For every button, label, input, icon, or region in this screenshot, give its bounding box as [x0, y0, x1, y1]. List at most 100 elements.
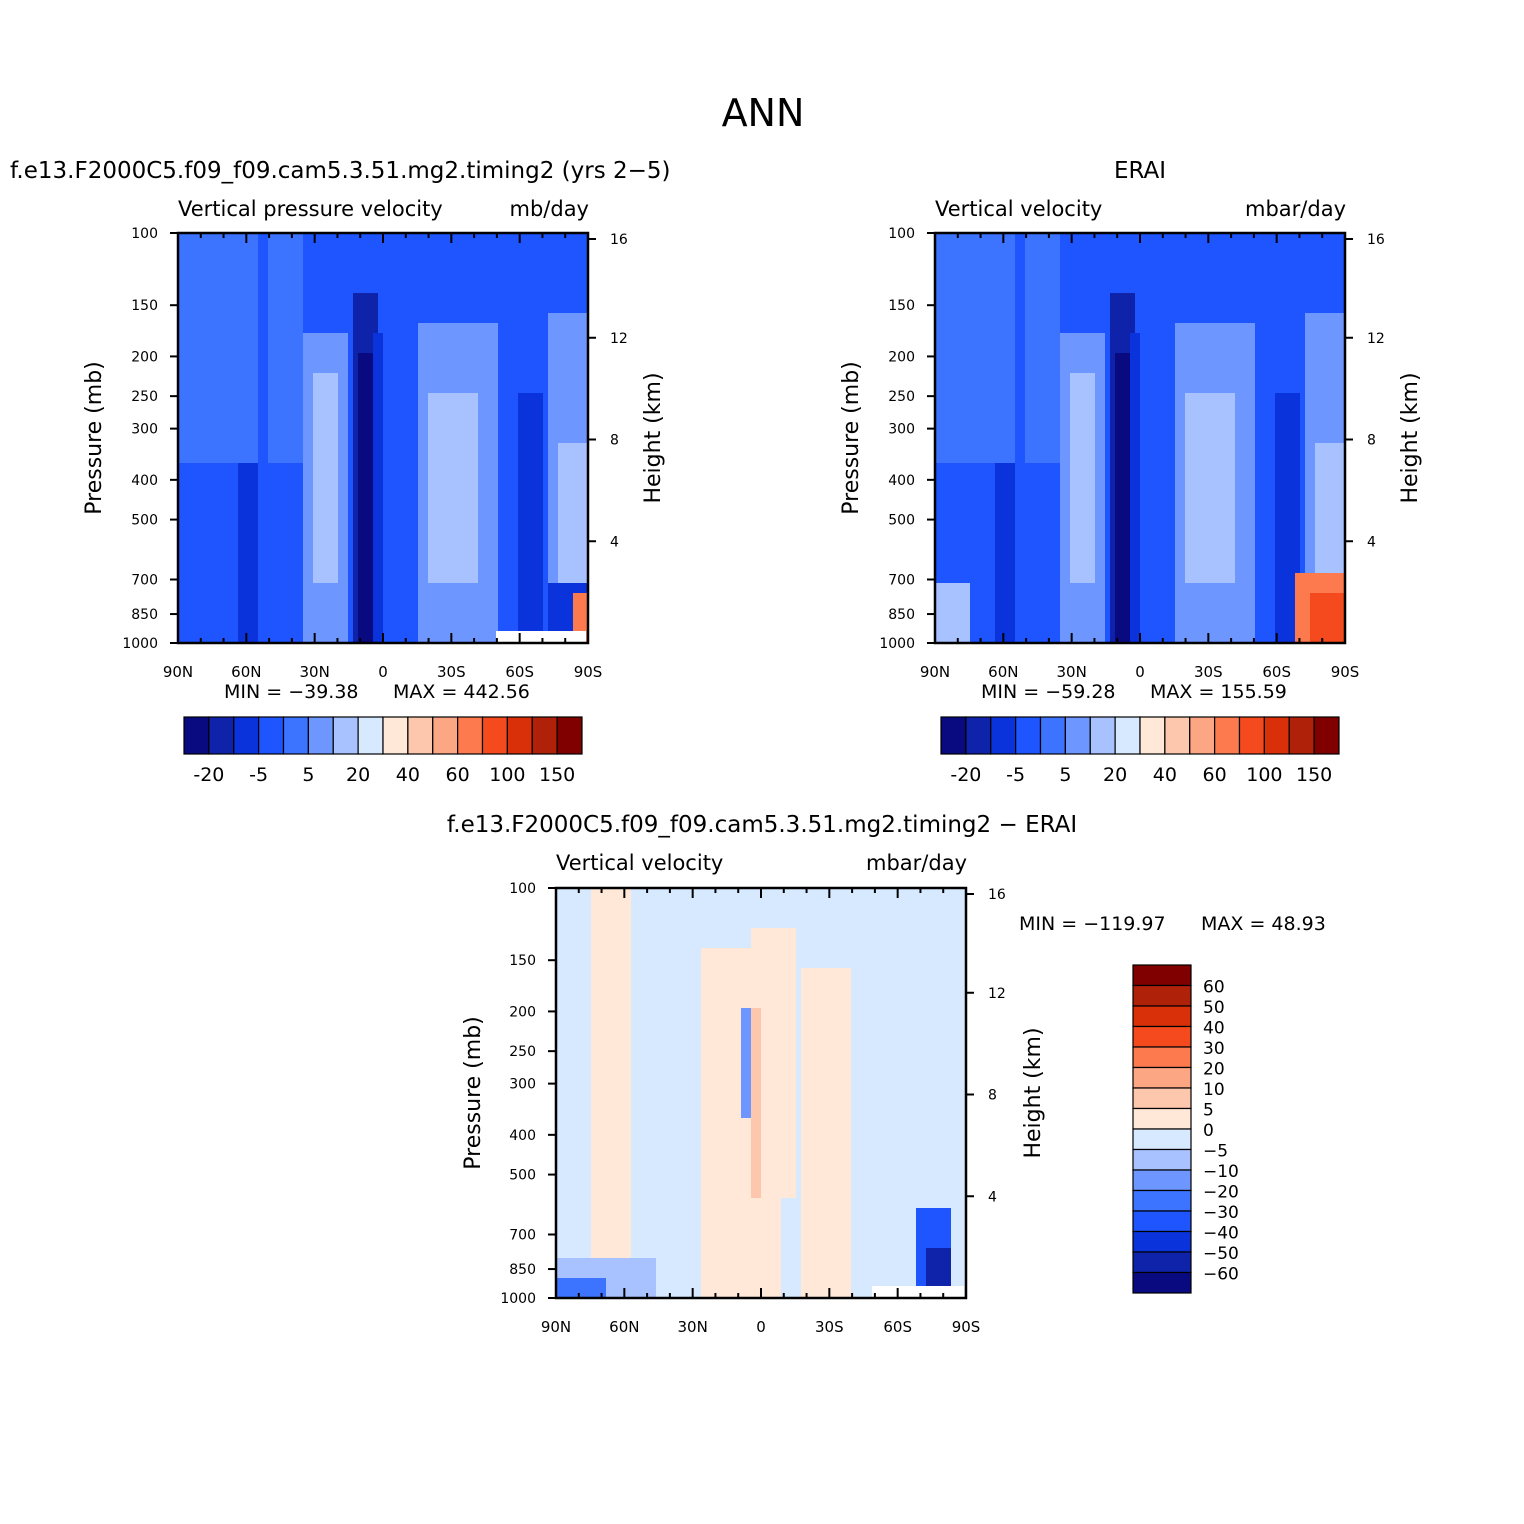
field-cell	[548, 353, 554, 364]
field-cell	[308, 613, 314, 624]
field-cell	[1020, 393, 1026, 404]
field-cell	[578, 493, 584, 504]
field-cell	[573, 333, 579, 344]
field-cell	[1145, 233, 1151, 244]
field-cell	[1220, 293, 1226, 304]
field-cell	[558, 313, 564, 324]
field-cell	[1205, 273, 1211, 284]
field-cell	[183, 633, 189, 644]
field-cell	[548, 233, 554, 244]
field-cell	[393, 253, 399, 264]
field-cell	[468, 373, 474, 384]
field-cell	[1290, 333, 1296, 344]
field-cell	[318, 253, 324, 264]
field-cell	[303, 253, 309, 264]
field-cell	[283, 633, 289, 644]
field-cell	[473, 283, 479, 294]
field-cell	[1100, 263, 1106, 274]
field-cell	[193, 623, 199, 634]
field-cell	[458, 333, 464, 344]
field-cell	[1110, 413, 1116, 424]
field-cell	[1330, 233, 1336, 244]
field-cell	[338, 453, 344, 464]
field-cell	[1145, 323, 1151, 334]
field-cell	[518, 443, 524, 454]
field-cell	[263, 593, 269, 604]
field-cell	[188, 413, 194, 424]
field-cell	[398, 333, 404, 344]
field-cell	[343, 243, 349, 254]
field-cell	[1140, 333, 1146, 344]
field-cell	[228, 593, 234, 604]
field-cell	[488, 233, 494, 244]
field-cell	[1220, 393, 1226, 404]
field-cell	[965, 353, 971, 364]
field-cell	[1135, 393, 1141, 404]
field-cell	[1290, 263, 1296, 274]
field-cell	[1140, 363, 1146, 374]
field-cell	[1125, 263, 1131, 274]
field-cell	[573, 603, 579, 614]
field-cell	[1075, 243, 1081, 254]
field-cell	[473, 513, 479, 524]
field-cell	[1075, 393, 1081, 404]
field-cell	[478, 513, 484, 524]
field-cell	[568, 333, 574, 344]
field-cell	[568, 273, 574, 284]
field-cell	[488, 553, 494, 564]
y-tick-label: 300	[131, 422, 158, 438]
field-cell	[955, 373, 961, 384]
field-cell	[418, 363, 424, 374]
field-cell	[398, 413, 404, 424]
field-cell	[523, 573, 529, 584]
field-cell	[413, 613, 419, 624]
field-cell	[478, 233, 484, 244]
field-cell	[1205, 323, 1211, 334]
field-cell	[363, 403, 369, 414]
field-cell	[1270, 313, 1276, 324]
field-cell	[1050, 333, 1056, 344]
field-cell	[1245, 383, 1251, 394]
field-cell	[478, 433, 484, 444]
field-cell	[1070, 383, 1076, 394]
field-cell	[398, 613, 404, 624]
field-cell	[468, 523, 474, 534]
field-cell	[528, 273, 534, 284]
field-cell	[1130, 293, 1136, 304]
field-cell	[1195, 403, 1201, 414]
field-cell	[383, 453, 389, 464]
field-cell	[413, 273, 419, 284]
field-cell	[463, 573, 469, 584]
field-cell	[543, 233, 549, 244]
field-cell	[283, 393, 289, 404]
field-cell	[408, 263, 414, 274]
field-cell	[253, 623, 259, 634]
field-cell	[363, 603, 369, 614]
field-cell	[1320, 403, 1326, 414]
field-cell	[218, 623, 224, 634]
field-cell	[1110, 233, 1116, 244]
field-cell	[975, 263, 981, 274]
field-cell	[303, 363, 309, 374]
field-cell	[293, 343, 299, 354]
field-cell	[218, 453, 224, 464]
field-cell	[238, 273, 244, 284]
field-cell	[518, 573, 524, 584]
field-cell	[1155, 343, 1161, 354]
field-cell	[403, 603, 409, 614]
field-cell	[468, 403, 474, 414]
field-cell	[558, 283, 564, 294]
field-cell	[543, 563, 549, 574]
field-cell	[935, 363, 941, 374]
field-cell	[193, 443, 199, 454]
field-cell	[548, 273, 554, 284]
field-cell	[408, 523, 414, 534]
field-cell	[513, 553, 519, 564]
field-cell	[203, 473, 209, 484]
field-cell	[1255, 383, 1261, 394]
field-cell	[1100, 243, 1106, 254]
field-cell	[538, 263, 544, 274]
field-cell	[975, 273, 981, 284]
field-cell	[288, 283, 294, 294]
field-cell	[513, 373, 519, 384]
